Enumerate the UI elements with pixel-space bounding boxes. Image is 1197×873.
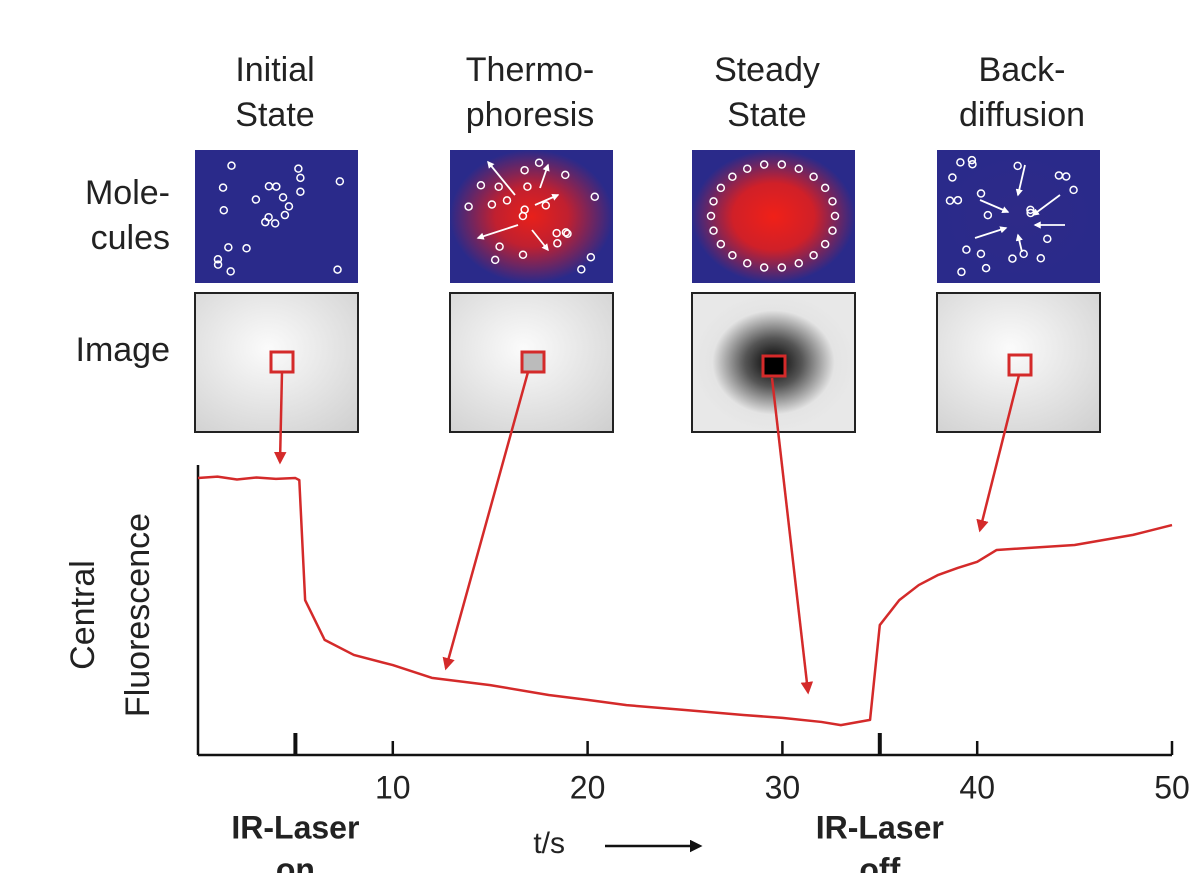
roi-box: [763, 356, 785, 376]
row-label: Mole-: [85, 174, 170, 212]
column-title: Initial: [235, 51, 314, 89]
y-axis-label: Fluorescence: [119, 513, 157, 717]
column-title: Back-: [979, 51, 1066, 89]
annotation: on: [276, 851, 315, 873]
column-title: State: [235, 96, 314, 134]
x-axis-label: t/s: [533, 827, 565, 860]
x-tick-label: 50: [1154, 769, 1190, 805]
column-title: State: [727, 96, 806, 134]
column-title: Thermo-: [466, 51, 594, 89]
x-tick-label: 40: [959, 769, 995, 805]
molecule-panel: [450, 150, 613, 283]
pointer-arrows: [280, 372, 1019, 692]
fluorescence-line: [198, 477, 1172, 726]
roi-box: [522, 352, 544, 372]
x-tick-label: 30: [765, 769, 801, 805]
column-title: diffusion: [959, 96, 1085, 134]
row-label: cules: [91, 219, 170, 257]
image-panel: [937, 293, 1100, 432]
annotation: IR-Laser: [231, 809, 359, 845]
row-label: Image: [76, 331, 171, 369]
y-axis-label: Central: [64, 560, 102, 670]
annotation: IR-Laser: [816, 809, 944, 845]
image-panel: [195, 293, 358, 432]
figure: t/s Initial State Thermo-phoresis Steady Sta…: [0, 0, 1197, 873]
column-title: phoresis: [466, 96, 595, 134]
x-tick-label: 10: [375, 769, 411, 805]
x-tick-label: 20: [570, 769, 606, 805]
column-title: Steady: [714, 51, 820, 89]
molecule-panel: [692, 150, 855, 283]
annotation: off: [859, 851, 900, 873]
panels: [195, 150, 1100, 692]
